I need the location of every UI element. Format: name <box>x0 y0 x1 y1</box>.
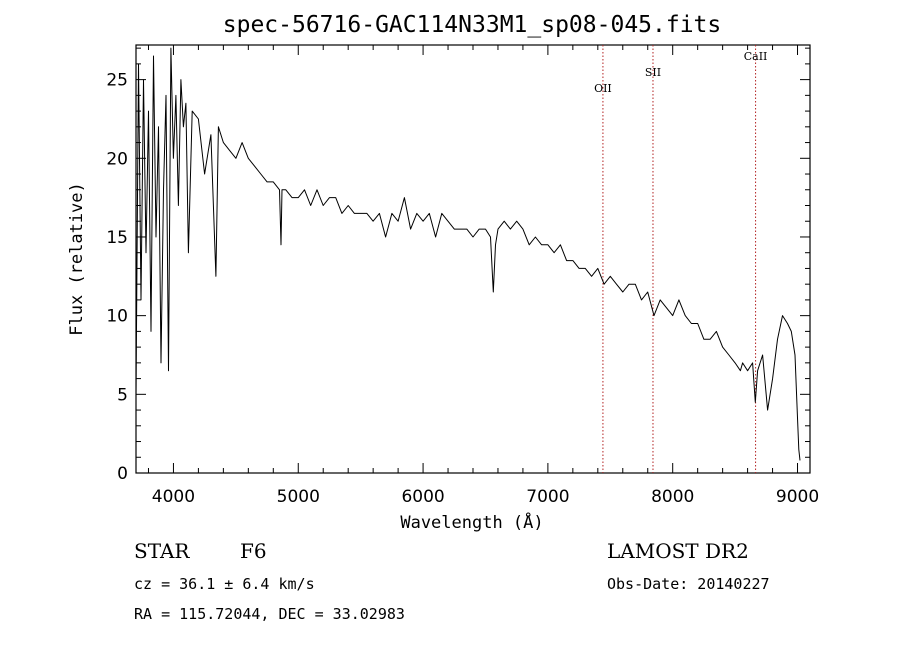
spectrum-series <box>135 47 801 461</box>
spectral-line-label: CaII <box>744 50 768 63</box>
y-axis-label: Flux (relative) <box>67 182 87 336</box>
y-tick-label: 15 <box>106 228 128 248</box>
coordinates: RA = 115.72044, DEC = 33.02983 <box>134 605 405 623</box>
redshift-cz: cz = 36.1 ± 6.4 km/s <box>134 575 315 593</box>
x-tick-label: 8000 <box>651 487 694 507</box>
y-tick-label: 25 <box>106 71 128 91</box>
object-class: STAR <box>134 539 190 563</box>
object-subclass: F6 <box>240 539 267 563</box>
axis-ticks: 4000 5000 6000 7000 8000 9000 0 5 10 15 20 25 <box>106 45 819 507</box>
x-tick-label: 6000 <box>401 487 444 507</box>
x-tick-label: 7000 <box>526 487 569 507</box>
spectral-line-label: SII <box>645 66 661 79</box>
spectral-line-label: OII <box>594 82 612 95</box>
plot-frame <box>135 44 811 474</box>
y-tick-label: 10 <box>106 307 128 327</box>
x-tick-label: 5000 <box>277 487 320 507</box>
x-tick-label: 4000 <box>152 487 195 507</box>
y-tick-label: 5 <box>117 385 128 405</box>
spectral-line-markers: OII SII CaII <box>594 45 767 473</box>
observation-date: Obs-Date: 20140227 <box>607 575 770 593</box>
x-axis-label: Wavelength (Å) <box>400 511 543 533</box>
x-tick-label: 9000 <box>776 487 819 507</box>
chart-title: spec-56716-GAC114N33M1_sp08-045.fits <box>223 12 722 38</box>
y-tick-label: 0 <box>117 464 128 484</box>
survey-name: LAMOST DR2 <box>607 539 749 563</box>
spectrum-line <box>135 47 801 461</box>
y-tick-label: 20 <box>106 149 128 169</box>
